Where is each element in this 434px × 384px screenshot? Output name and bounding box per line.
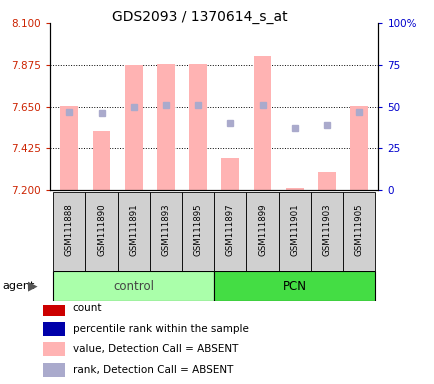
Text: GSM111890: GSM111890 <box>97 204 106 256</box>
Bar <box>92 131 110 190</box>
Bar <box>43 342 65 356</box>
Text: PCN: PCN <box>282 280 306 293</box>
Text: ▶: ▶ <box>28 280 38 293</box>
Text: GSM111895: GSM111895 <box>193 204 202 256</box>
Bar <box>53 271 214 301</box>
Bar <box>189 63 207 190</box>
Bar <box>157 64 174 190</box>
Bar <box>43 301 65 316</box>
Text: GSM111905: GSM111905 <box>354 204 363 256</box>
Text: GSM111901: GSM111901 <box>289 204 299 256</box>
Bar <box>221 157 239 190</box>
Text: rank, Detection Call = ABSENT: rank, Detection Call = ABSENT <box>72 365 233 375</box>
Bar <box>253 56 271 190</box>
Bar <box>43 363 65 377</box>
Text: agent: agent <box>2 281 34 291</box>
Text: count: count <box>72 303 102 313</box>
Bar <box>181 192 214 271</box>
Text: control: control <box>113 280 154 293</box>
Bar <box>85 192 117 271</box>
Bar <box>60 106 78 190</box>
Bar <box>53 192 85 271</box>
Bar <box>214 271 375 301</box>
Bar <box>246 192 278 271</box>
Bar <box>285 188 303 190</box>
Bar <box>125 65 142 190</box>
Text: GSM111899: GSM111899 <box>257 204 266 256</box>
Bar <box>43 322 65 336</box>
Bar <box>117 192 149 271</box>
Bar <box>342 192 375 271</box>
Text: value, Detection Call = ABSENT: value, Detection Call = ABSENT <box>72 344 238 354</box>
Text: GSM111888: GSM111888 <box>65 204 74 256</box>
Bar <box>149 192 181 271</box>
Bar <box>278 192 310 271</box>
Text: GDS2093 / 1370614_s_at: GDS2093 / 1370614_s_at <box>112 10 287 23</box>
Bar <box>317 172 335 190</box>
Bar <box>214 192 246 271</box>
Text: percentile rank within the sample: percentile rank within the sample <box>72 324 248 334</box>
Text: GSM111893: GSM111893 <box>161 204 170 256</box>
Bar <box>310 192 342 271</box>
Text: GSM111897: GSM111897 <box>225 204 234 256</box>
Bar <box>349 106 367 190</box>
Text: GSM111903: GSM111903 <box>322 204 331 256</box>
Text: GSM111891: GSM111891 <box>129 204 138 256</box>
